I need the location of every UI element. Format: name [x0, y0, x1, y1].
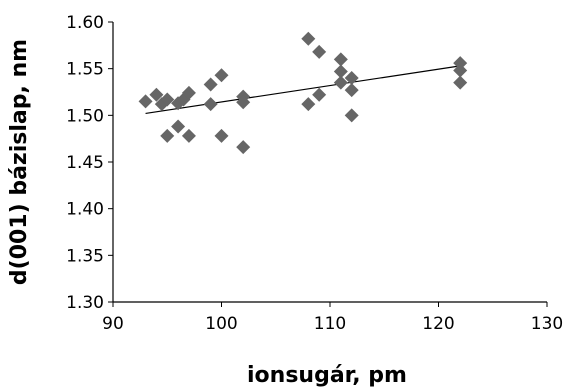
x-tick-label: 110 — [314, 314, 346, 334]
x-tick-label: 100 — [205, 314, 237, 334]
data-point — [333, 64, 348, 79]
data-point — [171, 119, 186, 134]
data-point — [203, 97, 218, 112]
trendline — [145, 65, 461, 115]
data-point — [333, 52, 348, 67]
x-tick-label: 120 — [422, 314, 454, 334]
data-point — [160, 92, 175, 107]
data-point — [214, 128, 229, 143]
y-tick-label: 1.35 — [66, 246, 104, 266]
data-point — [312, 44, 327, 59]
data-point — [236, 95, 251, 110]
x-axis-title: ionsugár, pm — [247, 363, 407, 388]
axes — [108, 21, 548, 307]
data-point — [344, 71, 359, 85]
data-point — [160, 128, 175, 143]
data-point — [312, 87, 327, 102]
data-point — [181, 128, 196, 143]
x-tick-label: 130 — [531, 314, 563, 334]
data-points — [138, 31, 468, 155]
data-point — [344, 108, 359, 123]
y-tick-label: 1.60 — [66, 13, 104, 33]
data-point — [453, 63, 468, 78]
data-point — [138, 94, 153, 109]
tick-labels: 1.30 1.35 1.40 1.45 1.50 1.55 1.60 90 100 110 120 1… — [66, 13, 563, 334]
data-point — [181, 85, 196, 100]
y-axis-title: d(001) bázislap, nm — [7, 39, 32, 285]
data-point — [301, 31, 316, 46]
data-point — [333, 75, 348, 90]
y-tick-label: 1.40 — [66, 200, 104, 220]
y-tick-label: 1.50 — [66, 106, 104, 126]
data-point — [149, 87, 164, 102]
data-point — [214, 68, 229, 83]
data-point — [236, 140, 251, 155]
data-point — [301, 97, 316, 112]
data-point — [203, 77, 218, 92]
data-point — [453, 75, 468, 90]
data-point — [453, 56, 468, 71]
y-tick-label: 1.30 — [66, 293, 104, 313]
y-tick-label: 1.45 — [66, 153, 104, 173]
y-tick-label: 1.55 — [66, 60, 104, 80]
x-tick-label: 90 — [102, 314, 124, 334]
data-point — [344, 83, 359, 98]
